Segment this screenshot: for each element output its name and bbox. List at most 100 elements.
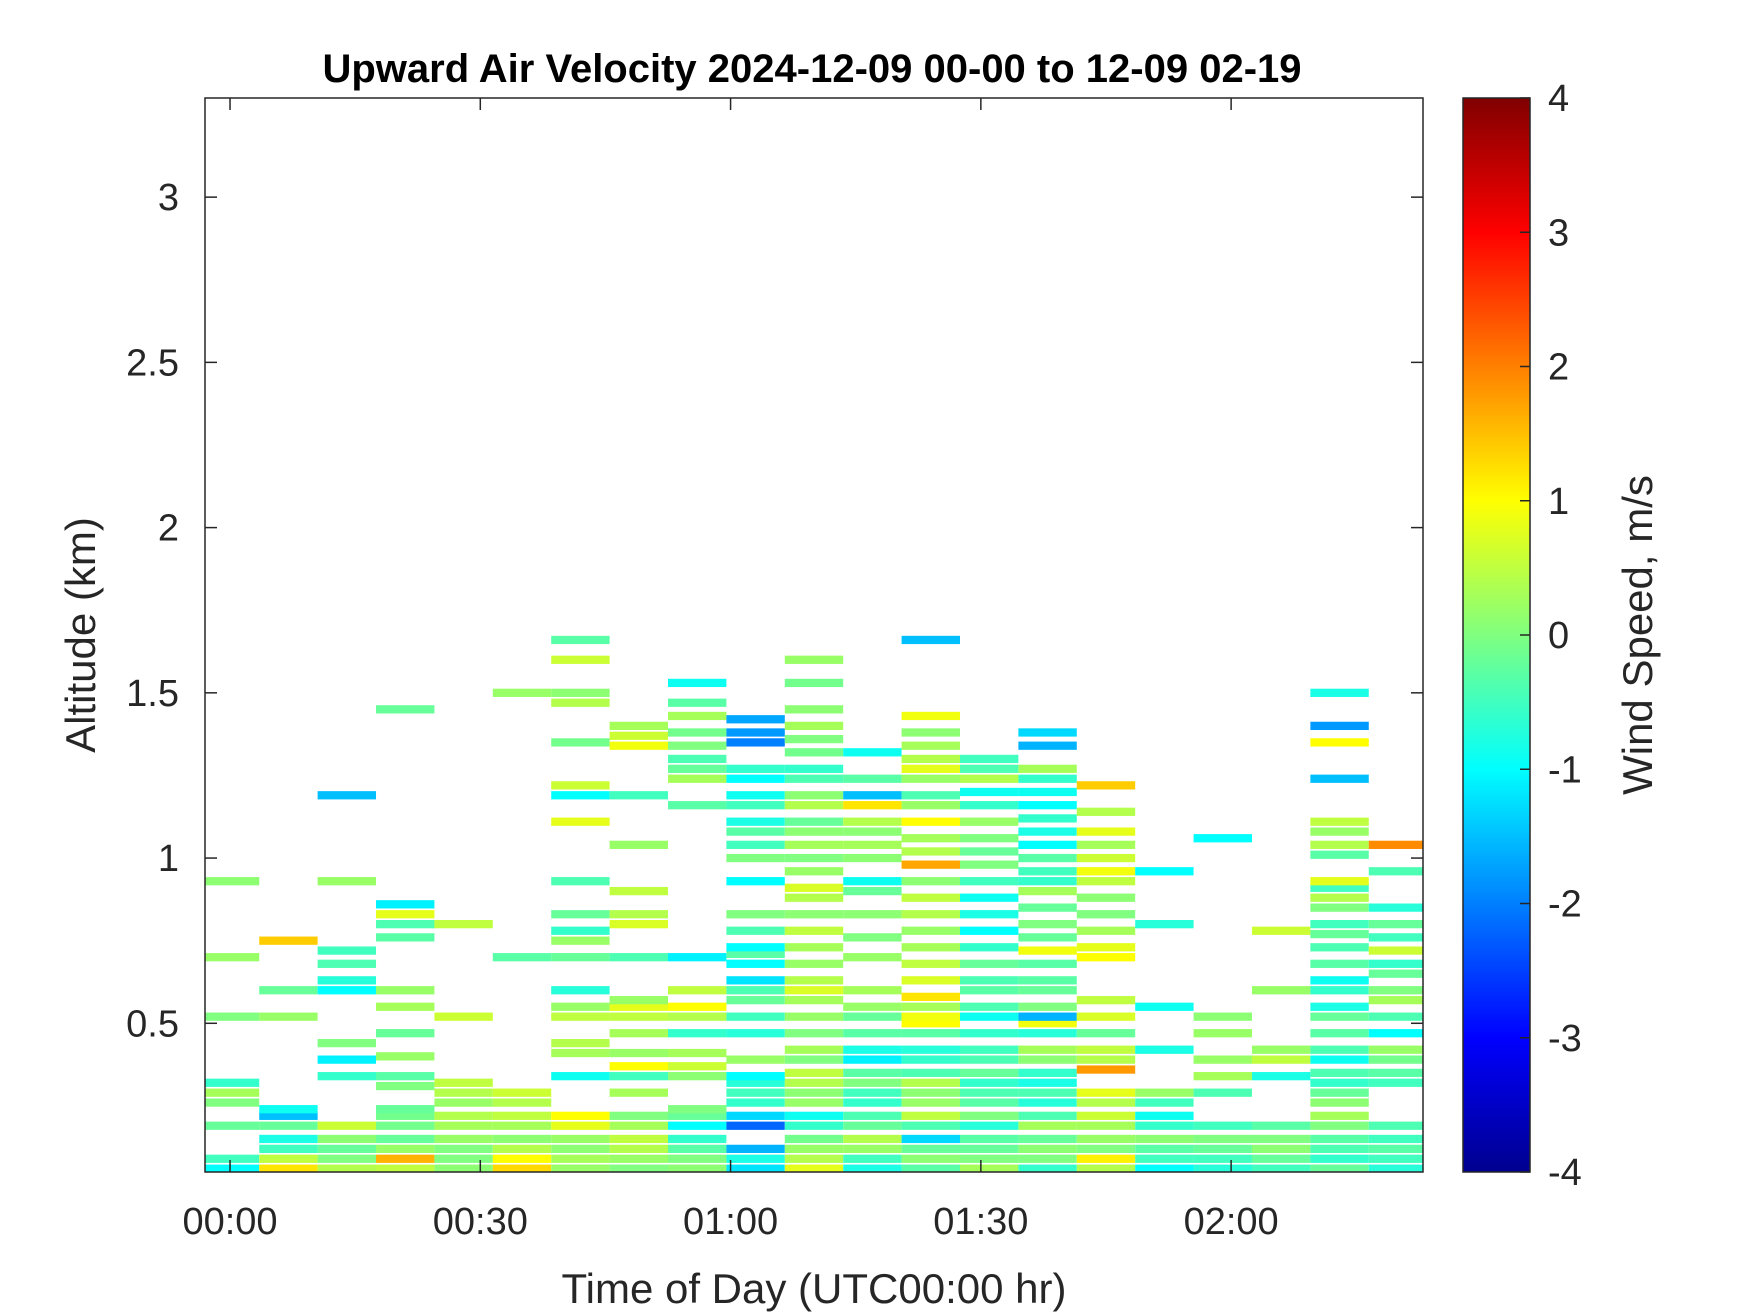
heatmap-cell — [1076, 910, 1136, 919]
heatmap-cell — [205, 1164, 260, 1172]
heatmap-cell — [609, 731, 669, 740]
heatmap-cell — [1076, 1134, 1136, 1144]
heatmap-cell — [784, 996, 844, 1005]
heatmap-cell — [726, 1072, 785, 1081]
heatmap-cell — [843, 774, 902, 783]
heatmap-cell — [843, 1045, 902, 1054]
heatmap-cell — [901, 1012, 960, 1021]
heatmap-cell — [1310, 1088, 1369, 1097]
heatmap-cell — [959, 1029, 1019, 1038]
heatmap-cell — [726, 926, 785, 935]
heatmap-cell — [317, 946, 377, 955]
heatmap-cell — [1076, 1088, 1136, 1097]
y-tick-label: 2.5 — [126, 342, 179, 384]
heatmap-cell — [1018, 1098, 1077, 1107]
heatmap-cell — [1018, 741, 1077, 750]
heatmap-cell — [1310, 929, 1369, 939]
heatmap-cell — [1368, 1078, 1423, 1087]
heatmap-cell — [784, 678, 844, 688]
heatmap-cell — [1135, 1164, 1194, 1172]
y-tick-label: 3 — [158, 177, 179, 219]
heatmap-cell — [1310, 959, 1369, 968]
heatmap-cell — [317, 959, 377, 968]
heatmap-cell — [1251, 986, 1311, 995]
heatmap-cell — [1310, 850, 1369, 859]
heatmap-cell — [959, 1144, 1019, 1153]
heatmap-cell — [726, 715, 785, 724]
heatmap-cell — [959, 787, 1019, 797]
heatmap-cell — [901, 976, 960, 985]
heatmap-cell — [1193, 1012, 1252, 1021]
heatmap-cell — [784, 840, 844, 849]
heatmap-cell — [551, 1072, 610, 1081]
y-tick-label: 1.5 — [126, 673, 179, 715]
heatmap-cell — [1018, 814, 1077, 823]
y-tick-label: 0.5 — [126, 1003, 179, 1045]
heatmap-cell — [609, 791, 669, 800]
heatmap-cell — [1076, 893, 1136, 902]
heatmap-cell — [959, 877, 1019, 886]
heatmap-cell — [843, 986, 902, 995]
heatmap-cell — [843, 1098, 902, 1107]
heatmap-cell — [901, 741, 960, 750]
heatmap-cell — [609, 721, 669, 731]
heatmap-cell — [376, 1164, 435, 1172]
heatmap-cell — [434, 1098, 493, 1107]
heatmap-cell — [609, 996, 669, 1005]
heatmap-cell — [1193, 1164, 1252, 1172]
x-axis: 00:00 00:30 01:00 01:30 02:00 — [182, 98, 1279, 1243]
heatmap-cell — [205, 953, 260, 962]
heatmap-cell — [668, 741, 727, 750]
heatmap-cell — [551, 635, 610, 645]
heatmap-cell — [726, 1078, 785, 1087]
heatmap-cells — [205, 635, 1423, 1172]
heatmap-cell — [784, 867, 844, 876]
heatmap-cell — [843, 791, 902, 800]
heatmap-cell — [668, 1134, 727, 1144]
heatmap-cell — [901, 1144, 960, 1153]
heatmap-cell — [1193, 1134, 1252, 1144]
heatmap-cell — [784, 1088, 844, 1097]
heatmap-cell — [551, 1121, 610, 1130]
heatmap-cell — [726, 1098, 785, 1107]
heatmap-cell — [1193, 1088, 1252, 1097]
heatmap-cell — [551, 910, 610, 919]
heatmap-cell — [205, 1012, 260, 1021]
heatmap-cell — [784, 1134, 844, 1144]
heatmap-cell — [843, 1002, 902, 1011]
heatmap-cell — [843, 910, 902, 919]
heatmap-cell — [205, 1088, 260, 1097]
heatmap-cell — [1310, 1045, 1369, 1054]
heatmap-cell — [1018, 877, 1077, 886]
heatmap-cell — [1018, 1154, 1077, 1163]
heatmap-cell — [901, 847, 960, 856]
heatmap-cell — [1368, 996, 1423, 1005]
heatmap-cell — [376, 920, 435, 929]
heatmap-cell — [1193, 1055, 1252, 1064]
heatmap-cell — [1310, 1154, 1369, 1163]
heatmap-cell — [1310, 1012, 1369, 1021]
heatmap-cell — [492, 1164, 552, 1172]
heatmap-cell — [1251, 1164, 1311, 1172]
heatmap-cell — [1135, 920, 1194, 929]
heatmap-cell — [376, 1134, 435, 1144]
heatmap-cell — [492, 1098, 552, 1107]
heatmap-cell — [492, 1144, 552, 1153]
heatmap-cell — [959, 1098, 1019, 1107]
heatmap-cell — [376, 986, 435, 995]
heatmap-cell — [843, 1144, 902, 1153]
heatmap-cell — [1076, 996, 1136, 1005]
heatmap-cell — [959, 754, 1019, 764]
heatmap-cell — [1310, 943, 1369, 952]
heatmap-cell — [492, 1111, 552, 1120]
heatmap-cell — [784, 883, 844, 892]
heatmap-cell — [376, 1002, 435, 1011]
heatmap-cell — [901, 1029, 960, 1038]
heatmap-cell — [1018, 1134, 1077, 1144]
heatmap-cell — [1310, 1078, 1369, 1087]
heatmap-cell — [784, 943, 844, 952]
heatmap-cell — [843, 1154, 902, 1163]
heatmap-cell — [901, 877, 960, 886]
heatmap-cell — [434, 1121, 493, 1130]
heatmap-cell — [551, 1134, 610, 1144]
